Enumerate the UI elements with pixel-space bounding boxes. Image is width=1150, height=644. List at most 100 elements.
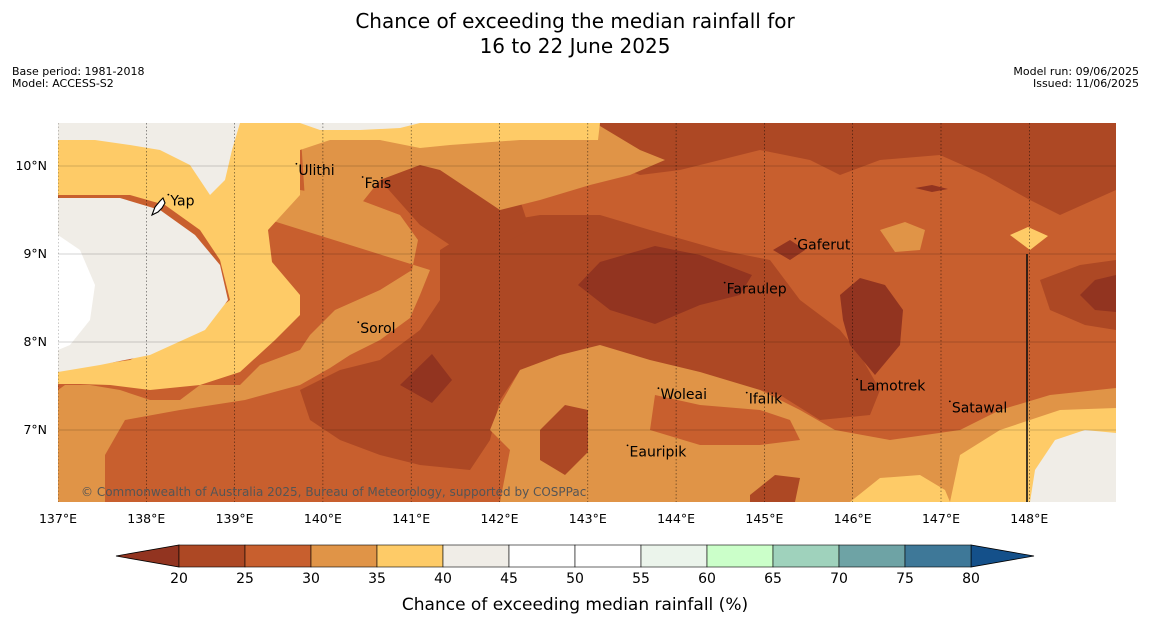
field-region-20-gaferut [773,240,805,260]
colorbar-tick-label: 65 [764,571,782,587]
chart-title: Chance of exceeding the median rainfall … [0,9,1150,59]
field-region-20-faraulep [578,246,752,324]
colorbar-swatch [904,544,972,568]
place-label: Fais [365,176,392,192]
field-region-45-north [300,123,420,130]
colorbar-tick-label: 30 [302,571,320,587]
place-label: Sorol [360,321,395,337]
place-label: Gaferut [797,238,851,254]
colorbar-swatch [244,544,312,568]
copyright-text: © Commonwealth of Australia 2025, Bureau… [81,485,586,499]
field-region-25-south [540,405,588,475]
colorbar-tick-label: 60 [698,571,716,587]
colorbar-tick-label: 35 [368,571,386,587]
colorbar-tick-label: 20 [170,571,188,587]
issued-date: Issued: 11/06/2025 [1032,77,1139,90]
map-plot-area: © Commonwealth of Australia 2025, Bureau… [58,123,1116,502]
place-label: Lamotrek [859,378,926,394]
lon-tick-label: 148°E [1010,511,1048,526]
colorbar-swatch [178,544,246,568]
field-region-25-northeast [600,123,1116,215]
colorbar-tick-label: 50 [566,571,584,587]
place-label: Faraulep [727,282,787,298]
island-marker [723,281,726,284]
colorbar-swatch [640,544,708,568]
colorbar-tick-label: 45 [500,571,518,587]
colorbar-swatch [706,544,774,568]
field-region-40-south [850,475,950,502]
colorbar-tick-label: 70 [830,571,848,587]
lon-tick-label: 138°E [127,511,165,526]
place-label: Ifalik [749,392,783,408]
lon-tick-label: 142°E [480,511,518,526]
lat-tick-label: 8°N [23,334,47,349]
place-labels: Yap Ulithi Fais Gaferut Faraulep Sorol Lamotre… [167,162,1007,460]
title-line-2: 16 to 22 June 2025 [479,34,671,58]
colorbar-swatch [838,544,906,568]
island-marker [361,176,364,178]
place-label: Satawal [952,400,1007,416]
field-region-50-west [58,235,95,350]
place-label: Eauripik [630,444,688,460]
colorbar-swatch [442,544,510,568]
place-label: Woleai [660,387,707,403]
meta-right: Model run: 09/06/2025 Issued: 11/06/2025 [1013,66,1139,90]
lat-tick-label: 10°N [15,158,47,173]
colorbar-tick-label: 55 [632,571,650,587]
colorbar-swatch [376,544,444,568]
island-marker [794,237,797,240]
field-region-45-west [58,123,240,195]
island-marker [167,193,170,196]
graticule [58,123,1116,502]
island-marker [657,387,660,390]
island-marker [856,378,859,381]
meta-left: Base period: 1981-2018 Model: ACCESS-S2 [12,66,144,90]
colorbar-tick-label: 25 [236,571,254,587]
field-region-20-east [1080,275,1116,312]
lon-tick-label: 144°E [657,511,695,526]
field-region-25-east [1040,260,1116,330]
colorbar-tick-label: 75 [896,571,914,587]
lon-tick-label: 145°E [745,511,783,526]
longitude-axis: 137°E 138°E 139°E 140°E 141°E 142°E 143°E 144°E… [39,511,1048,526]
lon-tick-label: 137°E [39,511,77,526]
field-region-20-west [400,354,452,403]
colorbar-tick-label: 80 [962,571,980,587]
lon-tick-label: 143°E [569,511,607,526]
legend-label: Chance of exceeding median rainfall (%) [402,595,748,615]
field-region-30-south [650,395,800,445]
field-region-25-fais [380,160,530,250]
field-region-40-west [58,123,300,390]
base-period: Base period: 1981-2018 [12,65,145,78]
model-name: Model: ACCESS-S2 [12,77,114,90]
colorbar-over-arrow [970,544,1035,568]
field-region-35-west [58,190,430,502]
lat-tick-label: 7°N [23,422,47,437]
model-run: Model run: 09/06/2025 [1013,65,1139,78]
colorbar-swatch [508,544,576,568]
island-marker [295,162,298,165]
field-region-20-lamotrek [840,278,903,375]
island-marker [745,391,748,394]
field-region-20-north [915,185,948,192]
colorbar-tick-label: 40 [434,571,452,587]
colorbar-swatch [574,544,642,568]
yap-island-icon [150,197,166,217]
field-region-40-north [300,123,600,150]
colorbar-legend: 20 25 30 35 40 45 50 55 60 65 70 75 80 [115,544,1035,587]
title-line-1: Chance of exceeding the median rainfall … [355,9,795,33]
field-region-25-southeast [750,475,800,502]
island-marker [357,321,360,324]
lon-tick-label: 147°E [922,511,960,526]
lon-tick-label: 141°E [392,511,430,526]
island-marker [626,444,629,447]
field-region-45-westlow [58,198,228,372]
colorbar-under-arrow [115,544,180,568]
lat-tick-label: 9°N [23,246,47,261]
island-marker [948,400,951,403]
field-region-35-eastsouth [880,222,925,252]
field-region-45-southeast [1030,430,1116,502]
place-label: Yap [169,194,194,210]
field-region-35-north [300,123,665,210]
